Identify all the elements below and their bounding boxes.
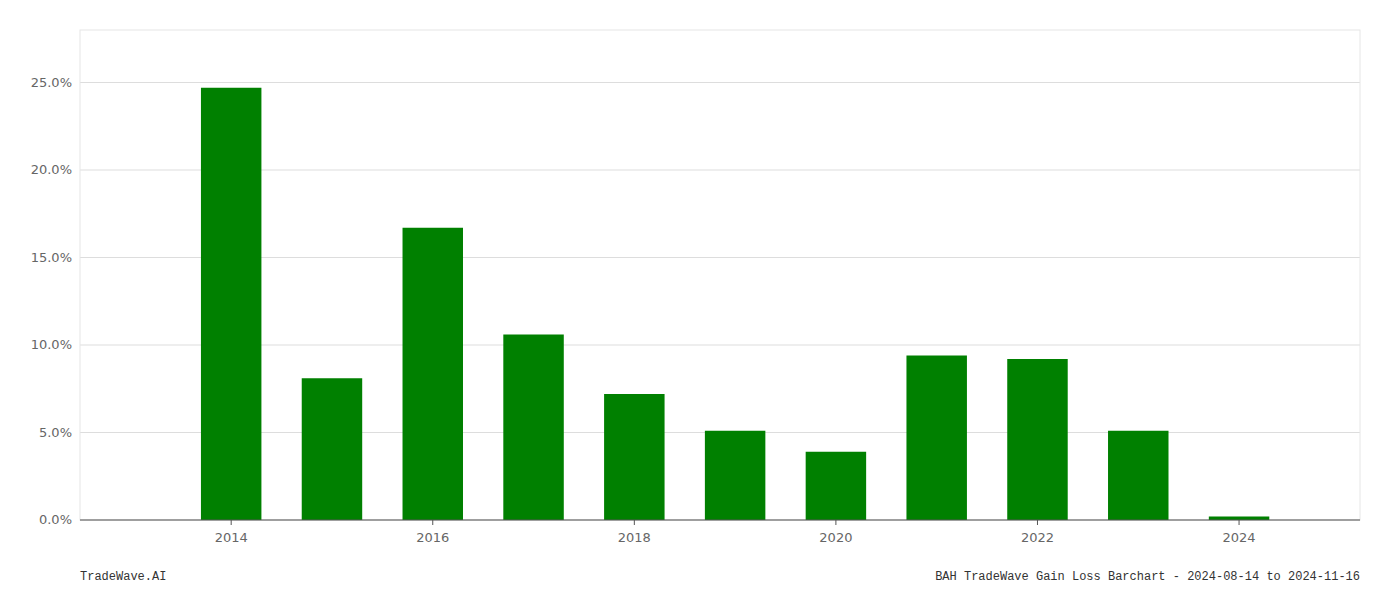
grid (80, 83, 1360, 521)
chart: 0.0% 5.0% 10.0% 15.0% 20.0% 25.0% 2014 2016 2018… (0, 0, 1400, 600)
grid-line (80, 82, 1360, 83)
bar (403, 228, 463, 520)
bar (1108, 431, 1168, 520)
bar (705, 431, 765, 520)
grid-line (80, 257, 1360, 258)
y-tick-label: 25.0% (31, 75, 72, 90)
x-tick (835, 520, 836, 525)
x-tick (634, 520, 635, 525)
bar (906, 356, 966, 521)
y-tick-label: 10.0% (31, 337, 72, 352)
grid-line (80, 345, 1360, 346)
annotation: TradeWave.AI (80, 570, 166, 584)
bar (1007, 359, 1067, 520)
grid-line (80, 170, 1360, 171)
x-tick-label: 2014 (215, 530, 248, 545)
x-axis: 2014 2016 2018 2020 2022 2024 (80, 520, 1360, 545)
y-tick-label: 0.0% (39, 512, 72, 527)
x-tick (1239, 520, 1240, 525)
x-tick (231, 520, 232, 525)
x-tick-label: 2018 (618, 530, 651, 545)
y-axis: 0.0% 5.0% 10.0% 15.0% 20.0% 25.0% (31, 75, 72, 528)
y-tick-label: 20.0% (31, 162, 72, 177)
y-tick-label: 5.0% (39, 425, 72, 440)
bar (604, 394, 664, 520)
annotation: BAH TradeWave Gain Loss Barchart - 2024-… (935, 570, 1360, 584)
bar (806, 452, 866, 520)
bar (503, 335, 563, 521)
x-tick (1037, 520, 1038, 525)
bar (201, 88, 261, 520)
x-tick (432, 520, 433, 525)
plot-frame (80, 30, 1360, 520)
x-tick-label: 2022 (1021, 530, 1054, 545)
y-tick-label: 15.0% (31, 250, 72, 265)
grid-line (80, 520, 1360, 521)
x-tick-label: 2016 (416, 530, 449, 545)
x-tick-label: 2024 (1223, 530, 1256, 545)
x-axis-line (80, 520, 1360, 521)
bar (1209, 517, 1269, 521)
bar (302, 378, 362, 520)
x-tick-label: 2020 (819, 530, 852, 545)
bars (201, 88, 1269, 520)
